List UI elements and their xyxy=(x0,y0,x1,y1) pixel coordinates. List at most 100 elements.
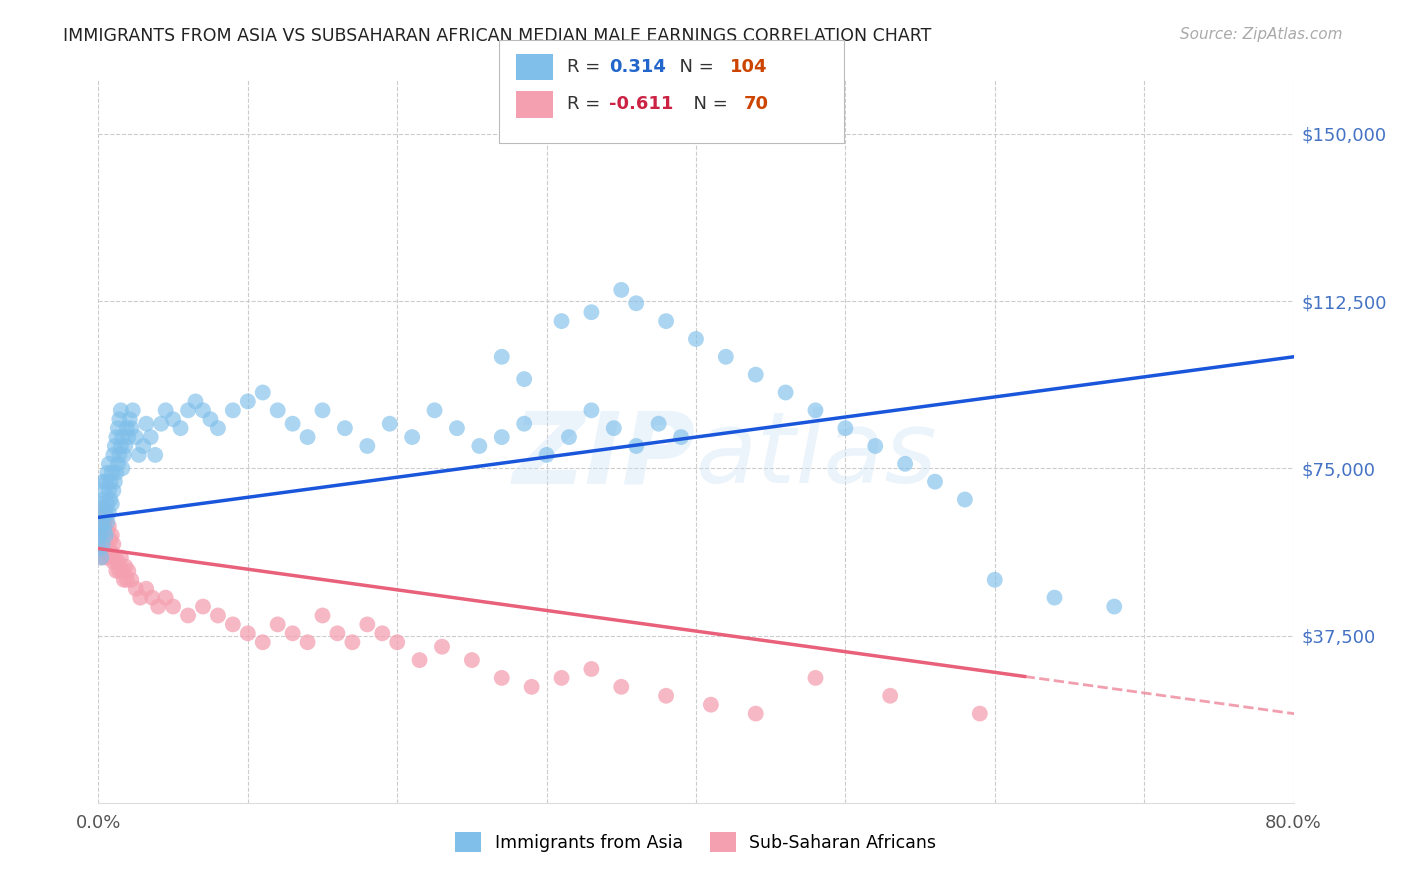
Text: ZIP: ZIP xyxy=(513,408,696,505)
Point xyxy=(107,555,129,569)
Point xyxy=(107,457,129,471)
Point xyxy=(894,457,917,471)
Text: 0.314: 0.314 xyxy=(609,58,665,76)
Point xyxy=(91,492,114,507)
Point xyxy=(581,403,603,417)
Point xyxy=(252,385,274,400)
Point xyxy=(107,421,129,435)
Point xyxy=(669,430,692,444)
Point xyxy=(90,550,112,565)
Point xyxy=(655,314,678,328)
Point xyxy=(626,439,648,453)
Point xyxy=(97,483,120,498)
Point xyxy=(110,550,132,565)
Point xyxy=(162,412,184,426)
Point xyxy=(98,475,122,489)
Point xyxy=(333,421,356,435)
Point xyxy=(378,417,401,431)
Point xyxy=(96,497,118,511)
Text: N =: N = xyxy=(682,95,734,113)
Point xyxy=(401,430,423,444)
Point xyxy=(121,403,143,417)
Point xyxy=(120,573,142,587)
Legend: Immigrants from Asia, Sub-Saharan Africans: Immigrants from Asia, Sub-Saharan Africa… xyxy=(449,825,943,859)
Point xyxy=(94,528,117,542)
Point xyxy=(89,519,111,533)
Point xyxy=(297,635,319,649)
Point xyxy=(207,608,229,623)
Point xyxy=(120,421,142,435)
Point xyxy=(924,475,946,489)
Text: 70: 70 xyxy=(744,95,769,113)
Point xyxy=(104,475,127,489)
Point xyxy=(647,417,669,431)
Point xyxy=(143,448,166,462)
Point xyxy=(117,430,139,444)
Point xyxy=(461,653,484,667)
Point xyxy=(745,706,768,721)
Point xyxy=(1043,591,1066,605)
Point xyxy=(207,421,229,435)
Point xyxy=(97,519,120,533)
Point xyxy=(115,573,138,587)
Point xyxy=(93,483,115,498)
Point xyxy=(94,510,117,524)
Point xyxy=(105,430,128,444)
Point xyxy=(111,461,134,475)
Point xyxy=(110,439,132,453)
Point xyxy=(94,506,117,520)
Point xyxy=(603,421,626,435)
Point xyxy=(97,457,120,471)
Point xyxy=(90,497,112,511)
Point xyxy=(90,510,112,524)
Point xyxy=(626,296,648,310)
Point xyxy=(94,475,117,489)
Text: IMMIGRANTS FROM ASIA VS SUBSAHARAN AFRICAN MEDIAN MALE EARNINGS CORRELATION CHAR: IMMIGRANTS FROM ASIA VS SUBSAHARAN AFRIC… xyxy=(63,27,932,45)
Point xyxy=(115,421,138,435)
Point xyxy=(155,403,177,417)
Point xyxy=(90,528,112,542)
Point xyxy=(236,394,259,409)
Point xyxy=(96,546,118,560)
Point xyxy=(91,515,114,529)
Point xyxy=(104,439,127,453)
Point xyxy=(125,430,148,444)
Point xyxy=(252,635,274,649)
Text: 104: 104 xyxy=(730,58,768,76)
Point xyxy=(89,541,111,556)
Point xyxy=(222,403,245,417)
Point xyxy=(110,403,132,417)
Point xyxy=(969,706,991,721)
Point xyxy=(125,582,148,596)
Point xyxy=(105,466,128,480)
Point xyxy=(97,506,120,520)
Point xyxy=(114,439,136,453)
Point xyxy=(745,368,768,382)
Point xyxy=(610,680,633,694)
Point xyxy=(385,635,409,649)
Point xyxy=(610,283,633,297)
Point xyxy=(558,430,581,444)
Point xyxy=(114,559,136,574)
Point xyxy=(714,350,737,364)
Point xyxy=(98,533,122,547)
Point xyxy=(834,421,856,435)
Point xyxy=(311,608,333,623)
Point xyxy=(984,573,1007,587)
Point xyxy=(281,417,304,431)
Point xyxy=(90,519,112,533)
Point xyxy=(222,617,245,632)
Point xyxy=(311,403,333,417)
Point xyxy=(371,626,394,640)
Text: R =: R = xyxy=(567,58,606,76)
Point xyxy=(91,475,114,489)
Point xyxy=(491,430,513,444)
Point xyxy=(111,430,134,444)
Point xyxy=(91,541,114,556)
Point xyxy=(108,448,131,462)
Point xyxy=(135,417,157,431)
Point xyxy=(90,550,112,565)
Point xyxy=(103,483,125,498)
Point xyxy=(155,591,177,605)
Point xyxy=(513,417,536,431)
